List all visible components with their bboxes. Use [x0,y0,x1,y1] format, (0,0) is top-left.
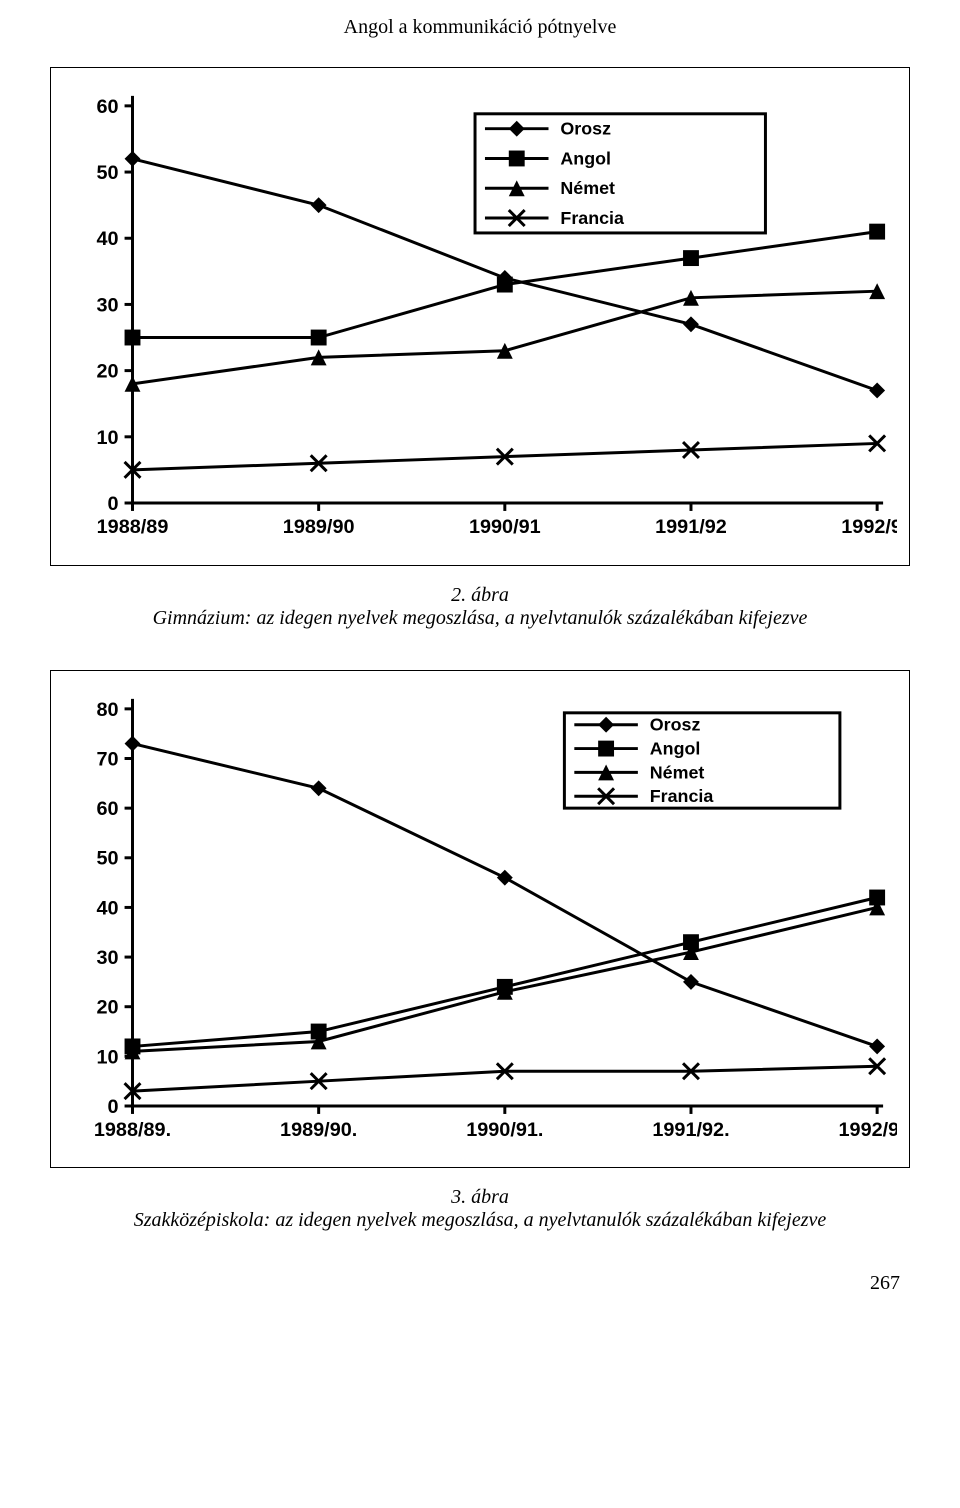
svg-text:10: 10 [97,427,119,449]
svg-text:30: 30 [97,294,119,316]
svg-text:Francia: Francia [560,208,625,228]
chart-1-frame: 0 10 20 30 40 50 60 1988/89 1989/90 1990/91 1991/9… [50,67,910,566]
svg-text:1989/90: 1989/90 [283,516,355,538]
chart-1-svg: 0 10 20 30 40 50 60 1988/89 1989/90 1990/91 1991/9… [63,86,897,553]
chart-2-caption-txt: Szakközépiskola: az idegen nyelvek megos… [40,1209,920,1232]
svg-text:Orosz: Orosz [560,119,611,139]
svg-text:60: 60 [97,798,119,820]
svg-text:Német: Német [560,178,615,198]
svg-text:50: 50 [97,162,119,184]
svg-text:1992/93.: 1992/93. [839,1118,897,1140]
svg-text:1989/90.: 1989/90. [280,1118,357,1140]
svg-text:1990/91.: 1990/91. [466,1118,543,1140]
svg-text:20: 20 [97,996,119,1018]
chart-2-svg: 0 10 20 30 40 50 60 70 80 1988/89. 1989/90. 1990/91… [63,689,897,1156]
svg-text:80: 80 [97,698,119,720]
svg-text:60: 60 [97,96,119,118]
svg-text:0: 0 [108,493,119,515]
svg-text:20: 20 [97,361,119,383]
svg-text:1988/89: 1988/89 [97,516,169,538]
svg-text:Angol: Angol [560,148,611,168]
svg-text:10: 10 [97,1046,119,1068]
chart-2-caption-num: 3. ábra [40,1186,920,1209]
svg-text:50: 50 [97,847,119,869]
chart-1-caption-txt: Gimnázium: az idegen nyelvek megoszlása,… [40,607,920,630]
svg-text:30: 30 [97,947,119,969]
page-number: 267 [40,1272,920,1295]
svg-text:40: 40 [97,897,119,919]
svg-text:Angol: Angol [650,738,701,758]
svg-text:1990/91: 1990/91 [469,516,541,538]
svg-text:1992/93: 1992/93 [841,516,897,538]
svg-text:70: 70 [97,748,119,770]
chart-2-frame: 0 10 20 30 40 50 60 70 80 1988/89. 1989/90. 1990/91… [50,670,910,1169]
page-header: Angol a kommunikáció pótnyelve [40,16,920,39]
svg-text:40: 40 [97,228,119,250]
svg-text:Francia: Francia [650,786,715,806]
svg-text:1991/92: 1991/92 [655,516,727,538]
svg-text:Német: Német [650,762,705,782]
svg-text:0: 0 [108,1096,119,1118]
svg-text:Orosz: Orosz [650,714,701,734]
chart-1-caption-num: 2. ábra [40,584,920,607]
svg-text:1988/89.: 1988/89. [94,1118,171,1140]
svg-text:1991/92.: 1991/92. [652,1118,729,1140]
